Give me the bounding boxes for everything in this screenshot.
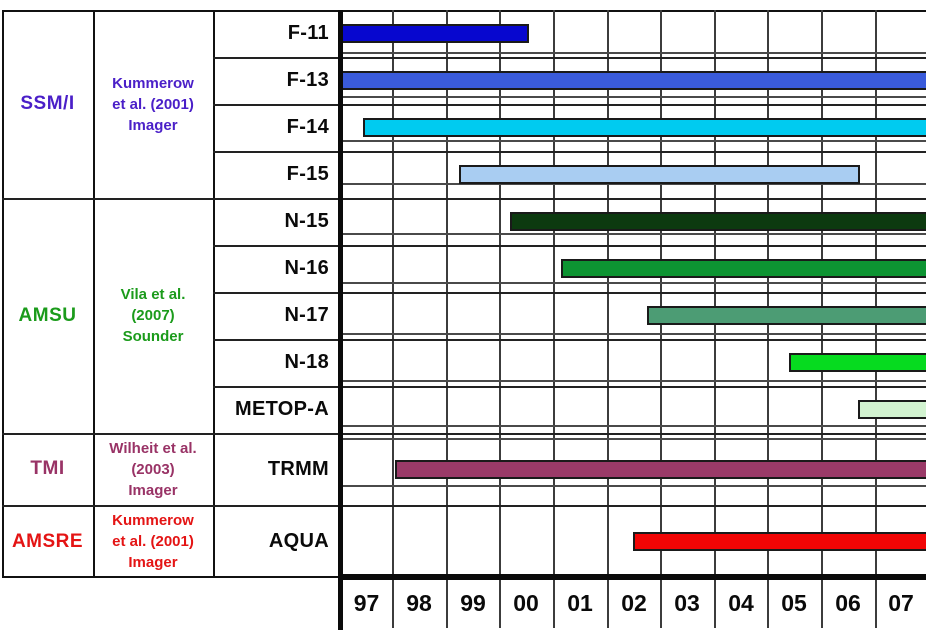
- reference-citation-line: Kummerow: [112, 74, 194, 92]
- reference-citation-line: Vila et al.: [120, 286, 186, 303]
- satellite-label: F-13: [286, 69, 329, 91]
- reference-citation-line: (2003): [131, 460, 175, 478]
- satellite-label: METOP-A: [235, 398, 329, 420]
- reference-citation-line: Sounder: [122, 328, 184, 345]
- reference-citation: Vila et al. (2007) Sounder: [93, 198, 213, 433]
- gantt-bar-n-17: [647, 306, 926, 325]
- year-tick-label: 03: [674, 589, 700, 616]
- row-boundary-line: [213, 57, 926, 59]
- year-gridline: [553, 10, 555, 628]
- row-boundary-line: [2, 433, 926, 435]
- chart-gridline-companion: [343, 140, 926, 142]
- satellite-label: F-14: [286, 116, 329, 138]
- instrument-group-label: AMSRE: [11, 530, 84, 552]
- chart-bottom-axis-line: [338, 574, 926, 580]
- gantt-bar-n-15: [510, 212, 926, 231]
- year-tick-label: 97: [353, 589, 380, 616]
- satellite-label: N-18: [284, 351, 329, 373]
- chart-gridline-companion: [343, 485, 926, 487]
- chart-gridline-companion: [343, 233, 926, 235]
- row-boundary-line: [2, 198, 926, 200]
- row-boundary-line: [213, 104, 926, 106]
- gantt-bar-n-18: [789, 353, 926, 372]
- year-axis-line: [338, 10, 343, 630]
- chart-gridline-companion: [343, 96, 926, 98]
- satellite-label: N-15: [284, 210, 329, 232]
- row-boundary-line: [213, 245, 926, 247]
- satellite-label: F-11: [287, 22, 329, 44]
- reference-citation-line: Imager: [128, 481, 178, 499]
- year-tick-label: 01: [567, 589, 593, 616]
- year-gridline: [392, 10, 394, 628]
- chart-gridline-companion: [343, 380, 926, 382]
- gantt-bar-f-11: [339, 24, 529, 43]
- instrument-group-label: SSM/I: [20, 93, 75, 114]
- row-boundary-line: [213, 339, 926, 341]
- chart-gridline-companion: [343, 438, 926, 440]
- year-tick-label: 07: [888, 589, 914, 616]
- table-left-border: [2, 10, 4, 578]
- row-boundary-line: [213, 292, 926, 294]
- gantt-bar-aqua: [633, 532, 926, 551]
- reference-citation-line: Imager: [128, 554, 178, 571]
- chart-gridline-companion: [343, 52, 926, 54]
- row-boundary-line: [2, 505, 926, 507]
- year-tick-label: 99: [460, 589, 486, 616]
- table-bottom-border: [2, 576, 343, 578]
- chart-gridline-companion: [343, 282, 926, 284]
- reference-citation: Kummerow et al. (2001) Imager: [93, 505, 213, 578]
- row-boundary-line: [213, 151, 926, 153]
- reference-citation-line: (2007): [131, 307, 175, 324]
- instrument-group-label: TMI: [30, 458, 65, 479]
- chart-gridline-companion: [343, 425, 926, 427]
- gantt-bar-n-16: [561, 259, 926, 278]
- year-gridline: [607, 10, 609, 628]
- year-tick-label: 98: [406, 589, 432, 616]
- gantt-bar-metop-a: [858, 400, 926, 419]
- year-tick-label: 02: [621, 589, 647, 616]
- reference-citation-line: et al. (2001): [112, 533, 194, 550]
- satellite-label: N-17: [284, 304, 329, 326]
- year-tick-label: 05: [781, 589, 807, 616]
- reference-citation-line: Imager: [128, 116, 178, 134]
- year-gridline: [499, 10, 501, 628]
- gantt-bar-trmm: [395, 460, 926, 479]
- reference-citation: Kummerow et al. (2001) Imager: [93, 10, 213, 198]
- year-tick-label: 00: [513, 589, 539, 616]
- chart-gridline-companion: [343, 333, 926, 335]
- table-top-border: [2, 10, 926, 12]
- reference-citation-line: et al. (2001): [112, 95, 194, 113]
- reference-citation-line: Wilheit et al.: [109, 439, 197, 457]
- year-tick-label: 04: [728, 589, 754, 616]
- satellite-label: AQUA: [268, 530, 329, 552]
- reference-citation: Wilheit et al. (2003) Imager: [93, 433, 213, 505]
- satellite-label: N-16: [284, 257, 329, 279]
- year-gridline: [446, 10, 448, 628]
- column-separator: [93, 10, 95, 578]
- satellite-label: F-15: [286, 163, 329, 185]
- instrument-group-label: AMSU: [18, 304, 77, 326]
- year-tick-label: 06: [835, 589, 861, 616]
- satellite-label: TRMM: [267, 457, 329, 480]
- gantt-bar-f-14: [363, 118, 926, 137]
- gantt-bar-f-15: [459, 165, 860, 184]
- gantt-bar-f-13: [339, 71, 926, 90]
- row-boundary-line: [213, 386, 926, 388]
- reference-citation-line: Kummerow: [112, 512, 194, 529]
- column-separator: [213, 10, 215, 578]
